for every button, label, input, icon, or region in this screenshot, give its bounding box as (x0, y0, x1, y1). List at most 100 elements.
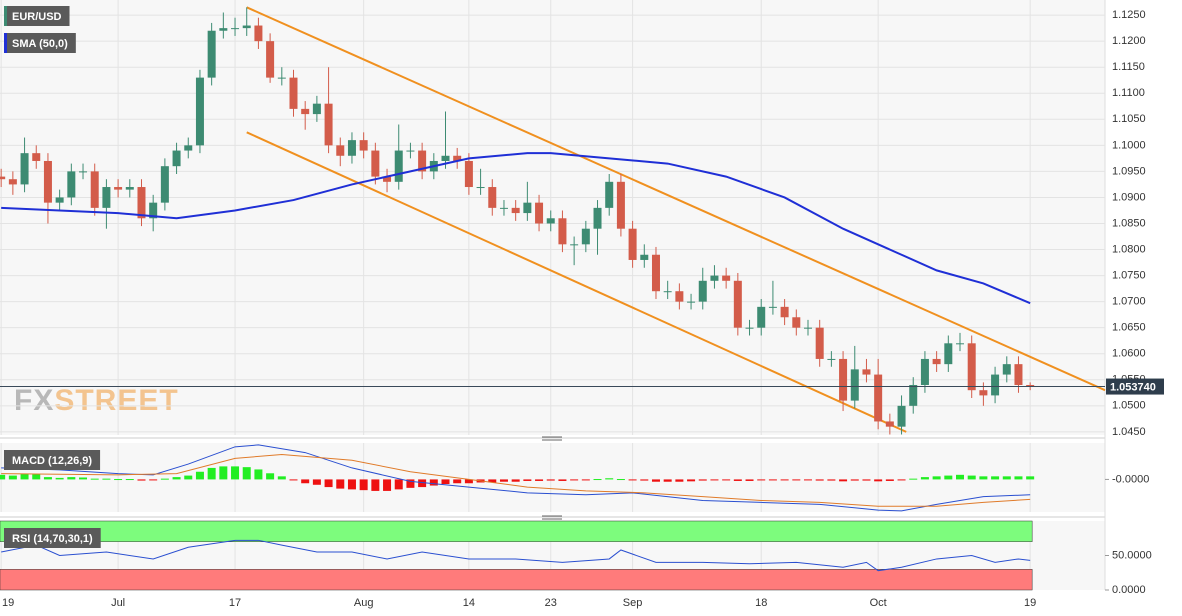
y-tick-label: 1.1150 (1112, 61, 1145, 73)
legend-stripe (4, 33, 7, 53)
candle-body (488, 187, 497, 208)
macd-bar (733, 479, 742, 481)
macd-bar (722, 479, 731, 481)
legend-item: EUR/USD (4, 6, 70, 26)
candle-body (956, 343, 965, 345)
macd-bar (874, 479, 883, 482)
legend-label: RSI (14,70,30,1) (12, 533, 93, 545)
x-tick-label: Jul (111, 597, 125, 609)
macd-bar (710, 479, 719, 481)
macd-bar (745, 479, 754, 481)
candle-body (523, 202, 532, 214)
macd-bar (383, 479, 392, 491)
legend-label: MACD (12,26,9) (12, 455, 92, 467)
rsi-band (0, 520, 1033, 542)
macd-bar (0, 474, 6, 480)
macd-bar (663, 479, 672, 482)
macd-bar (79, 477, 88, 480)
candle-body (546, 218, 555, 224)
macd-bar (114, 479, 123, 481)
macd-bar (909, 478, 918, 480)
candle-body (687, 301, 696, 303)
candle-body (1002, 364, 1011, 375)
candle-body (301, 108, 310, 115)
candle-body (359, 140, 368, 151)
y-tick-label: 1.1000 (1112, 139, 1146, 151)
x-tick-label: Aug (354, 597, 374, 609)
macd-bar (160, 478, 169, 480)
macd-bar (336, 479, 345, 489)
macd-bar (67, 477, 76, 480)
candle-body (967, 343, 976, 391)
macd-bar (359, 479, 368, 491)
candle-body (616, 181, 625, 229)
candle-body (1026, 384, 1035, 387)
sma-line (1, 152, 1031, 305)
candle-body (581, 228, 590, 245)
y-tick-label: 1.0750 (1112, 269, 1146, 281)
macd-bar (956, 474, 965, 480)
macd-bar (827, 479, 836, 481)
macd-bar (8, 475, 17, 480)
candle-body (499, 207, 508, 209)
macd-bar (815, 479, 824, 481)
y-tick-label: -0.0000 (1112, 473, 1149, 485)
candle-body (453, 155, 462, 161)
macd-bar (394, 479, 403, 490)
legend-box (4, 450, 101, 470)
candle-body (184, 145, 193, 151)
macd-bar (558, 479, 567, 481)
candle-body (172, 150, 181, 167)
macd-bar (839, 479, 848, 482)
legend-box (4, 33, 76, 53)
y-tick-label: 0.0000 (1112, 584, 1146, 596)
macd-bar (570, 479, 579, 481)
candle-body (219, 28, 228, 31)
candle-body (32, 153, 41, 161)
candle-body (324, 103, 333, 146)
candle-body (312, 103, 321, 115)
candle-body (102, 187, 111, 208)
macd-bar (219, 466, 228, 480)
macd-bar (347, 479, 356, 490)
macd-bar (651, 479, 660, 482)
macd-bar (207, 467, 216, 480)
macd-bar (464, 479, 473, 484)
candle-body (803, 327, 812, 329)
candle-body (8, 179, 17, 185)
y-tick-label: 1.1200 (1112, 35, 1146, 47)
macd-bar (535, 479, 544, 481)
candle-body (137, 187, 146, 219)
candle-body (277, 77, 286, 79)
macd-bar (418, 479, 427, 488)
watermark: FXSTREET (14, 384, 179, 417)
macd-bar (55, 477, 64, 480)
candle-body (640, 254, 649, 260)
candle-body (43, 160, 52, 203)
macd-bar (675, 479, 684, 482)
macd-bar (944, 475, 953, 480)
macd-bar (371, 479, 380, 491)
macd-bar (979, 476, 988, 480)
legend-label: EUR/USD (12, 11, 62, 23)
x-tick-label: 19 (2, 597, 14, 609)
candle-body (815, 327, 824, 359)
candle-body (570, 244, 579, 246)
candle-body (0, 176, 6, 180)
x-tick-label: 17 (229, 597, 241, 609)
macd-bar (231, 466, 240, 480)
macd-bar (20, 474, 29, 480)
macd-bar (149, 479, 158, 481)
macd-bar (172, 477, 181, 480)
macd-bar (920, 477, 929, 480)
candle-body (195, 77, 204, 146)
candle-body (593, 207, 602, 229)
y-tick-label: 1.0950 (1112, 165, 1146, 177)
x-tick-label: 23 (545, 597, 557, 609)
candle-body (675, 291, 684, 302)
macd-bar (1026, 476, 1035, 480)
macd-bar (441, 479, 450, 485)
macd-bar (125, 479, 134, 481)
y-tick-label: 1.1050 (1112, 113, 1146, 125)
